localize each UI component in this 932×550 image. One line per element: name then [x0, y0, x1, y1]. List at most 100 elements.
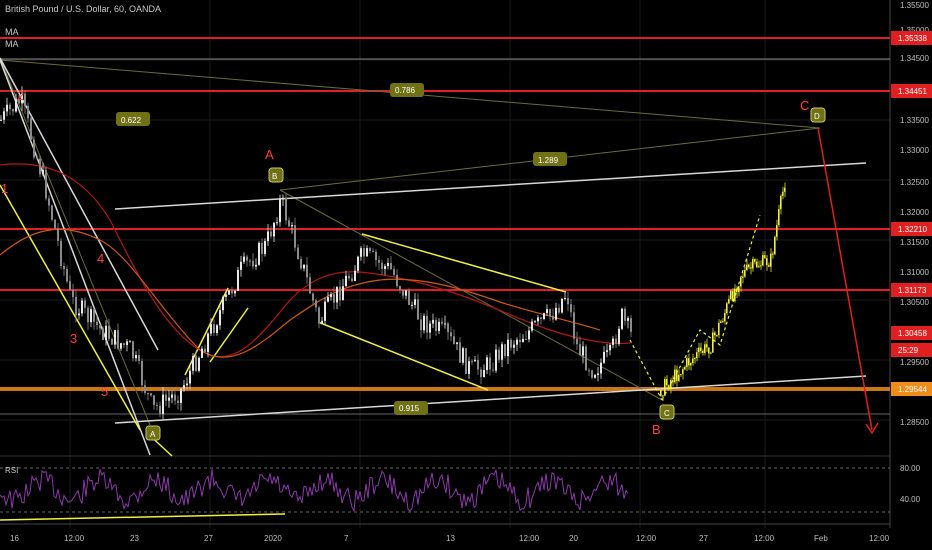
price-tag[interactable] — [891, 382, 932, 396]
price-tag-label: 1.32210 — [898, 225, 927, 234]
candle-body — [585, 346, 587, 371]
price-tick-label: 1.29500 — [900, 358, 929, 367]
ma-indicator-label-2[interactable]: MA — [5, 39, 19, 49]
candle-body — [96, 321, 98, 326]
wave-labels: 2 1 4 3 5 A C B — [1, 88, 809, 437]
price-tag[interactable] — [891, 326, 932, 340]
candle-body — [81, 300, 83, 314]
ma-indicator-label-1[interactable]: MA — [5, 27, 19, 37]
candle-body — [336, 286, 338, 303]
candle-body — [30, 118, 32, 140]
projection-arrow-line[interactable] — [817, 127, 873, 431]
candle-body — [432, 319, 434, 324]
price-candles[interactable] — [0, 86, 786, 420]
candle-body — [558, 307, 560, 313]
candle-body — [438, 321, 440, 331]
price-axis[interactable]: 1.355001.350001.345001.340001.335001.330… — [889, 0, 932, 528]
candle-body — [309, 277, 311, 294]
ma-red[interactable] — [0, 163, 631, 358]
candle-body — [495, 349, 497, 371]
candle-body — [24, 93, 26, 107]
price-tag-label: 25:29 — [898, 346, 919, 355]
candle-body — [564, 297, 566, 299]
time-axis-label: Feb — [814, 534, 828, 543]
candle-body — [606, 350, 608, 352]
candle-body — [540, 317, 542, 319]
candle-body — [444, 323, 446, 325]
candle-body — [417, 299, 419, 320]
candle-body — [51, 205, 53, 220]
candle-body — [108, 325, 110, 339]
projection-candle-body — [666, 379, 668, 386]
projection-candle-body — [726, 303, 728, 314]
fib-label-1289: 1.289 — [538, 156, 559, 165]
candle-body — [426, 315, 428, 333]
projection-dashed-down[interactable] — [629, 339, 663, 401]
candle-body — [129, 341, 131, 343]
yellow-trend-lines[interactable] — [0, 184, 567, 521]
candle-body — [135, 355, 137, 359]
time-axis-label: 27 — [699, 534, 708, 543]
price-tick-label: 1.31000 — [900, 268, 929, 277]
candle-body — [156, 404, 158, 406]
candle-body — [174, 394, 176, 401]
candle-body — [543, 313, 545, 319]
candle-body — [621, 308, 623, 329]
candle-body — [510, 339, 512, 348]
candle-body — [618, 328, 620, 344]
price-tag[interactable] — [891, 222, 932, 236]
candle-body — [12, 109, 14, 112]
time-axis[interactable]: 16 12:00 23 27 2020 7 13 12:00 20 12:00 27 12:00 Feb… — [10, 534, 890, 543]
candle-body — [267, 231, 269, 242]
candle-body — [411, 304, 413, 306]
projection-candle-body — [694, 358, 696, 360]
candle-body — [153, 395, 155, 405]
projection-candle-body — [732, 290, 734, 302]
projection-candle-body — [754, 259, 756, 262]
projection-candle-body — [734, 288, 736, 302]
candle-body — [399, 286, 401, 291]
price-tick-label: 1.34500 — [900, 54, 929, 63]
candle-body — [141, 361, 143, 386]
candle-body — [435, 319, 437, 331]
candle-body — [576, 338, 578, 345]
projection-candle-body — [760, 265, 762, 267]
candle-body — [75, 296, 77, 316]
projection-candle-body — [684, 367, 686, 370]
candle-body — [159, 405, 161, 414]
candle-body — [423, 315, 425, 331]
candle-body — [342, 286, 344, 301]
candle-body — [207, 333, 209, 353]
boxed-wave-labels[interactable]: B A C D — [145, 107, 826, 441]
candle-body — [291, 225, 293, 227]
time-axis-label: 23 — [130, 534, 139, 543]
candle-body — [522, 338, 524, 343]
price-tag-label: 1.34451 — [898, 87, 927, 96]
candle-body — [447, 323, 449, 333]
candle-body — [561, 298, 563, 313]
candle-body — [345, 275, 347, 287]
candle-body — [366, 248, 368, 257]
projection-dashed-up[interactable] — [661, 214, 761, 401]
channel-lines[interactable] — [0, 57, 867, 456]
fib-ratio-labels[interactable]: 0.786 0.622 1.289 0.915 — [116, 83, 567, 415]
price-tag[interactable] — [891, 283, 932, 297]
price-tag-label: 1.29544 — [898, 385, 927, 394]
candle-body — [192, 356, 194, 371]
candle-body — [237, 269, 239, 291]
projection-candle-body — [672, 380, 674, 383]
candle-body — [531, 321, 533, 331]
candle-body — [87, 307, 89, 323]
price-tag[interactable] — [891, 343, 932, 357]
candle-body — [183, 385, 185, 389]
candle-body — [42, 169, 44, 175]
rsi-indicator-label[interactable]: RSI — [5, 466, 19, 475]
candle-body — [168, 397, 170, 401]
price-tag[interactable] — [891, 31, 932, 45]
horizontal-levels[interactable] — [0, 37, 890, 415]
candle-body — [474, 359, 476, 362]
projection-candle-body — [696, 352, 698, 359]
ma-orange[interactable] — [0, 228, 601, 358]
price-tag[interactable] — [891, 84, 932, 98]
